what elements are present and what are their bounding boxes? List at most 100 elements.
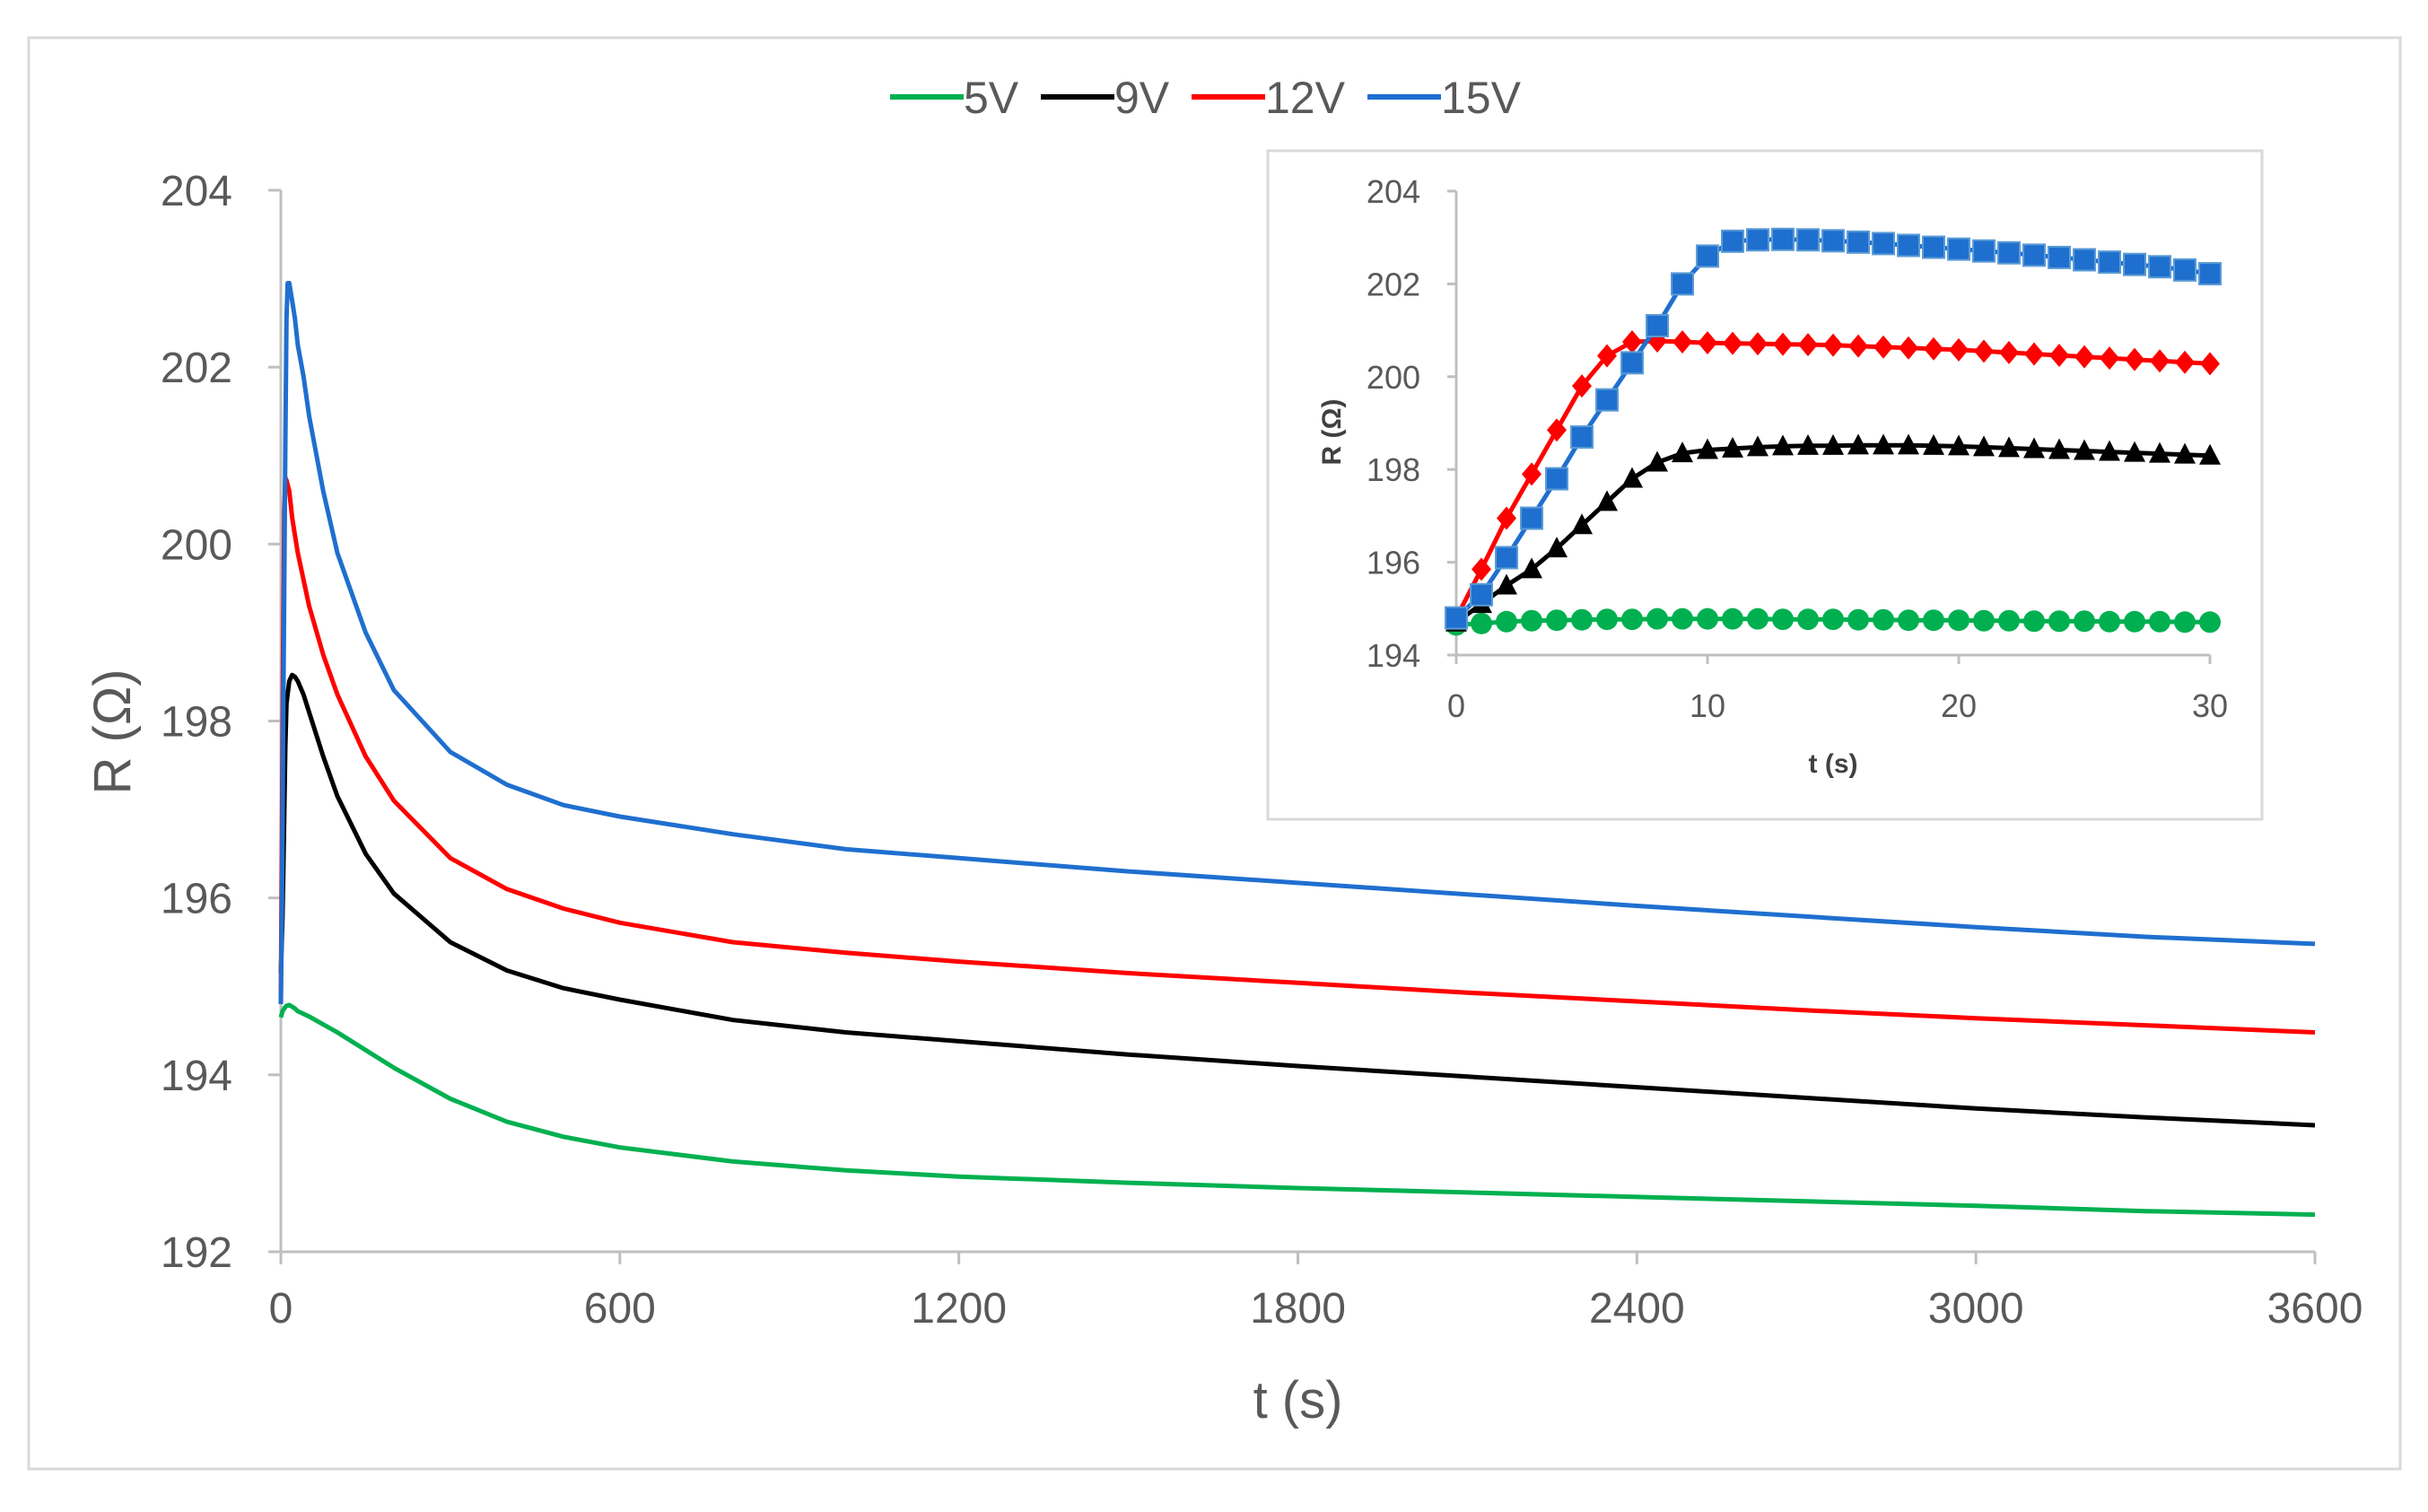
inset-point-9V (1797, 433, 1819, 455)
inset-point-5V (2023, 610, 2045, 633)
inset-point-5V (1646, 607, 1668, 630)
inset-point-12V (1673, 330, 1692, 354)
inset-y-tick-label: 198 (1367, 451, 1420, 488)
inset-point-5V (1948, 609, 1969, 632)
inset-x-tick-label: 20 (1941, 687, 1977, 724)
inset-point-12V (1472, 557, 1491, 581)
legend: 5V 9V 12V 15V (890, 73, 1522, 123)
inset-point-9V (1521, 557, 1542, 579)
legend-label-15V: 15V (1441, 73, 1522, 123)
inset-point-12V (1899, 336, 1918, 360)
inset-point-12V (1798, 333, 1818, 357)
inset-point-12V (1949, 337, 1969, 362)
inset-point-9V (2199, 443, 2221, 465)
inset-point-12V (2175, 350, 2195, 374)
inset-point-12V (1773, 332, 1793, 356)
inset-chart: 194 196 198 200 202 204 0 10 20 30 t (s) R (Ω) (1266, 149, 2264, 821)
inset-point-5V (2174, 611, 2196, 634)
inset-point-9V (1496, 573, 1517, 595)
inset-point-12V (1572, 374, 1592, 398)
inset-point-15V (1696, 244, 1719, 268)
inset-point-12V (2074, 345, 2094, 369)
inset-point-5V (1772, 608, 1794, 631)
main-y-tick-label: 198 (161, 699, 232, 747)
inset-point-5V (1471, 612, 1492, 634)
inset-point-9V (2074, 439, 2095, 460)
inset-point-9V (1697, 438, 1718, 459)
main-x-tick-label: 1200 (911, 1285, 1007, 1333)
inset-point-5V (1822, 608, 1844, 631)
inset-point-9V (1646, 450, 1668, 472)
inset-point-9V (2099, 440, 2120, 461)
inset-point-15V (1520, 506, 1543, 530)
inset-point-15V (1897, 233, 1920, 258)
inset-point-15V (2098, 250, 2121, 275)
inset-point-12V (1622, 330, 1642, 354)
inset-point-9V (2023, 437, 2045, 459)
inset-point-15V (1721, 229, 1744, 253)
inset-point-5V (1973, 609, 1995, 632)
inset-point-9V (2174, 442, 2196, 464)
inset-point-5V (1571, 608, 1593, 631)
inset-point-5V (2099, 610, 2120, 633)
inset-point-5V (1747, 607, 1769, 630)
inset-point-15V (1746, 228, 1769, 252)
inset-point-12V (1873, 335, 1893, 359)
inset-point-5V (1923, 609, 1944, 632)
inset-y-tick-label: 196 (1367, 545, 1420, 581)
inset-point-15V (1821, 229, 1845, 253)
inset-y-tick-label: 200 (1367, 359, 1420, 396)
inset-point-9V (1672, 441, 1693, 463)
inset-point-9V (1923, 433, 1944, 455)
inset-point-12V (2100, 346, 2119, 371)
inset-point-5V (1998, 609, 2020, 632)
inset-point-12V (2125, 347, 2144, 371)
main-series-line-5V (278, 1002, 2316, 1218)
main-y-tick-label: 192 (161, 1229, 232, 1277)
main-y-tick-label: 194 (161, 1053, 232, 1100)
main-x-tick-label: 600 (584, 1285, 656, 1333)
inset-point-15V (1620, 351, 1644, 375)
inset-point-12V (1547, 418, 1567, 442)
inset-point-15V (1997, 240, 2021, 265)
main-x-tick-label: 2400 (1589, 1285, 1685, 1333)
main-y-tick-label: 196 (161, 876, 232, 923)
inset-point-15V (1847, 230, 1870, 254)
inset-point-12V (1974, 339, 1994, 363)
inset-point-9V (1998, 436, 2020, 458)
main-series-line-9V (278, 672, 2316, 1128)
inset-point-15V (2148, 255, 2171, 279)
inset-point-5V (1621, 608, 1643, 631)
inset-point-5V (1546, 609, 1568, 632)
inset-point-5V (2149, 610, 2170, 633)
inset-point-15V (2073, 248, 2096, 272)
inset-point-9V (2124, 441, 2145, 462)
inset-point-15V (1671, 272, 1694, 296)
main-x-tick-label: 1800 (1250, 1285, 1346, 1333)
main-y-tick-label: 204 (161, 168, 232, 215)
inset-point-5V (1697, 607, 1718, 630)
inset-point-5V (1722, 607, 1743, 630)
inset-point-15V (2022, 243, 2046, 267)
inset-x-tick-label: 10 (1690, 687, 1725, 724)
inset-point-15V (1595, 388, 1619, 412)
inset-point-12V (1848, 334, 1868, 358)
inset-point-12V (1748, 332, 1768, 356)
inset-point-9V (1747, 435, 1769, 457)
main-x-axis-title: t (s) (1253, 1371, 1343, 1429)
main-x-tick-label: 3600 (2267, 1285, 2363, 1333)
inset-point-9V (1898, 433, 1919, 455)
inset-x-tick-label: 0 (1447, 687, 1465, 724)
inset-point-12V (2150, 349, 2170, 373)
inset-point-9V (1546, 537, 1568, 558)
inset-point-12V (1497, 506, 1516, 530)
inset-point-15V (1771, 227, 1795, 251)
inset-point-12V (2024, 342, 2044, 366)
inset-point-5V (1496, 610, 1517, 633)
legend-label-9V: 9V (1114, 73, 1170, 123)
inset-point-15V (1796, 228, 1820, 252)
inset-point-5V (1521, 609, 1542, 632)
inset-point-12V (1522, 462, 1542, 486)
